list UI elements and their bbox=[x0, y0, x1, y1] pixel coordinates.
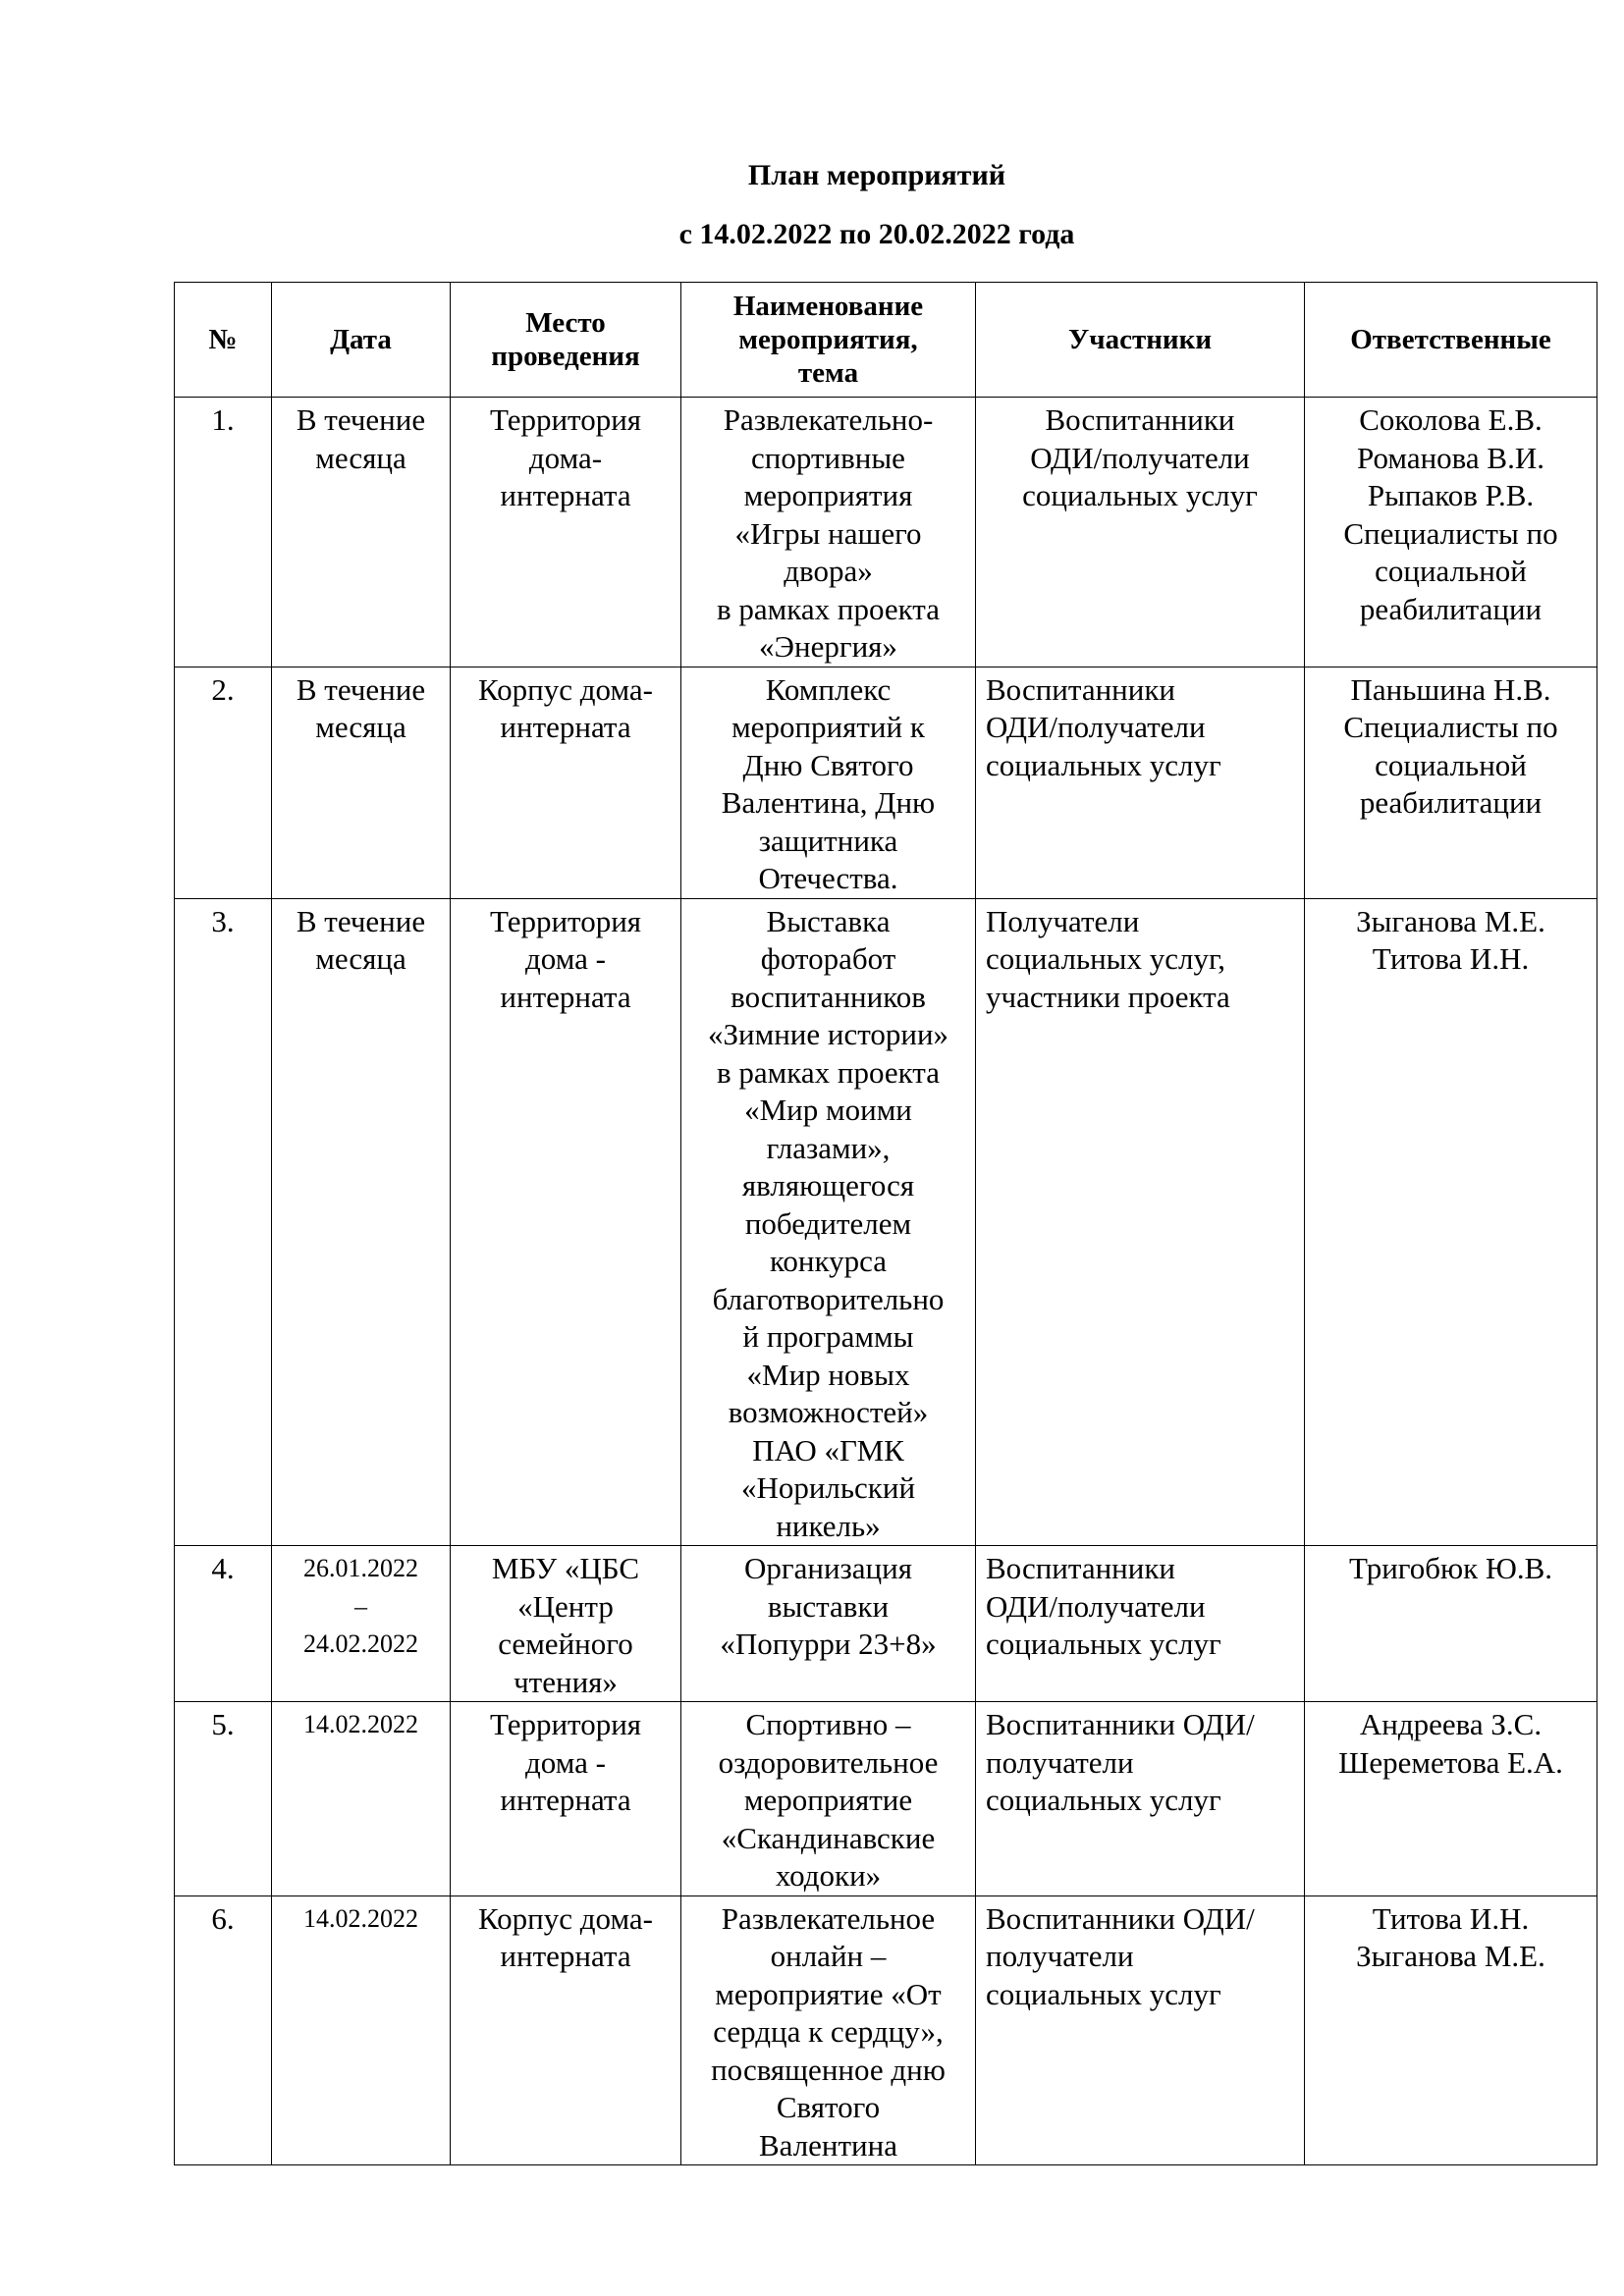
header-event-name: Наименование мероприятия, тема bbox=[680, 282, 976, 398]
cell-event-name: Развлекательное онлайн – мероприятие «От… bbox=[680, 1895, 976, 2165]
cell-place: Территория дома- интерната bbox=[450, 397, 681, 667]
cell-participants: Воспитанники ОДИ/получатели социальных у… bbox=[975, 1545, 1305, 1702]
cell-event-name: Комплекс мероприятий к Дню Святого Вален… bbox=[680, 666, 976, 899]
header-number: № bbox=[174, 282, 272, 398]
cell-date: 14.02.2022 bbox=[271, 1895, 451, 2165]
cell-place: Корпус дома- интерната bbox=[450, 666, 681, 899]
cell-place: МБУ «ЦБС «Центр семейного чтения» bbox=[450, 1545, 681, 1702]
cell-event-name: Организация выставки «Попурри 23+8» bbox=[680, 1545, 976, 1702]
cell-date: В течение месяца bbox=[271, 897, 451, 1546]
table-row: 6. 14.02.2022 Корпус дома- интерната Раз… bbox=[174, 1895, 1597, 2165]
cell-responsible: Соколова Е.В. Романова В.И. Рыпаков Р.В.… bbox=[1304, 397, 1597, 667]
header-date: Дата bbox=[271, 282, 451, 398]
cell-responsible: Зыганова М.Е. Титова И.Н. bbox=[1304, 897, 1597, 1546]
cell-participants: Получатели социальных услуг, участники п… bbox=[975, 897, 1305, 1546]
cell-event-name: Спортивно – оздоровительное мероприятие … bbox=[680, 1701, 976, 1896]
cell-participants: Воспитанники ОДИ/ получатели социальных … bbox=[975, 1701, 1305, 1896]
cell-responsible: Титова И.Н. Зыганова М.Е. bbox=[1304, 1895, 1597, 2165]
cell-date: 14.02.2022 bbox=[271, 1701, 451, 1896]
cell-number: 2. bbox=[174, 666, 272, 899]
cell-responsible: Андреева З.С. Шереметова Е.А. bbox=[1304, 1701, 1597, 1896]
cell-participants: Воспитанники ОДИ/ получатели социальных … bbox=[975, 1895, 1305, 2165]
cell-participants: Воспитанники ОДИ/получатели социальных у… bbox=[975, 397, 1305, 667]
cell-number: 5. bbox=[174, 1701, 272, 1896]
table-row: 1. В течение месяца Территория дома- инт… bbox=[174, 397, 1597, 667]
header-responsible: Ответственные bbox=[1304, 282, 1597, 398]
cell-date: В течение месяца bbox=[271, 397, 451, 667]
document-title: План мероприятий bbox=[747, 159, 1006, 191]
cell-place: Корпус дома- интерната bbox=[450, 1895, 681, 2165]
table-row: 3. В течение месяца Территория дома - ин… bbox=[174, 897, 1597, 1546]
cell-place: Территория дома - интерната bbox=[450, 897, 681, 1546]
table-row: 2. В течение месяца Корпус дома- интерна… bbox=[174, 666, 1597, 899]
cell-place: Территория дома - интерната bbox=[450, 1701, 681, 1896]
table-header-row: № Дата Место проведения Наименование мер… bbox=[174, 282, 1597, 398]
cell-event-name: Выставка фоторабот воспитанников «Зимние… bbox=[680, 897, 976, 1546]
cell-responsible: Тригобюк Ю.В. bbox=[1304, 1545, 1597, 1702]
cell-number: 4. bbox=[174, 1545, 272, 1702]
cell-event-name: Развлекательно- спортивные мероприятия «… bbox=[680, 397, 976, 667]
document-subtitle: с 14.02.2022 по 20.02.2022 года bbox=[678, 218, 1075, 250]
cell-number: 1. bbox=[174, 397, 272, 667]
cell-number: 6. bbox=[174, 1895, 272, 2165]
cell-participants: Воспитанники ОДИ/получатели социальных у… bbox=[975, 666, 1305, 899]
header-place: Место проведения bbox=[450, 282, 681, 398]
header-participants: Участники bbox=[975, 282, 1305, 398]
table-row: 5. 14.02.2022 Территория дома - интернат… bbox=[174, 1701, 1597, 1896]
cell-date: 26.01.2022 – 24.02.2022 bbox=[271, 1545, 451, 1702]
events-table: № Дата Место проведения Наименование мер… bbox=[174, 282, 1597, 2165]
cell-date: В течение месяца bbox=[271, 666, 451, 899]
cell-responsible: Паньшина Н.В. Специалисты по социальной … bbox=[1304, 666, 1597, 899]
table-row: 4. 26.01.2022 – 24.02.2022 МБУ «ЦБС «Цен… bbox=[174, 1545, 1597, 1702]
cell-number: 3. bbox=[174, 897, 272, 1546]
